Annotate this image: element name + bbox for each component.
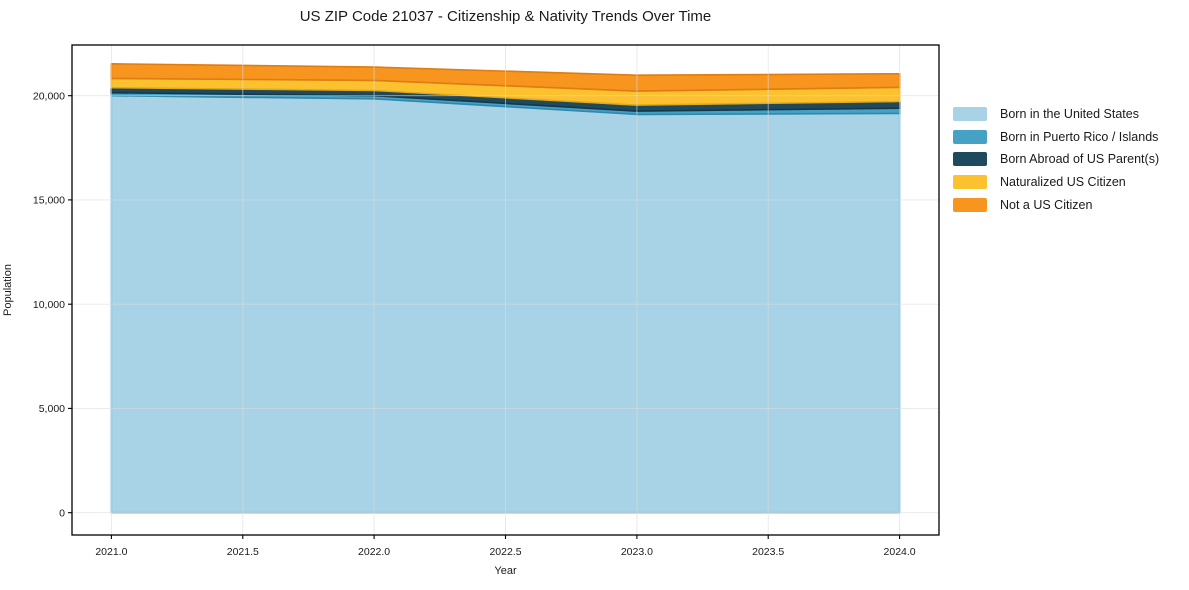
x-axis-label: Year [494,565,517,577]
legend-swatch [953,107,987,121]
legend-swatch [953,197,987,212]
y-axis-label: Population [2,264,14,316]
x-tick-label: 2023.0 [621,546,653,558]
y-tick-label: 20,000 [33,91,65,103]
legend-swatch [953,175,987,190]
legend-item: Born in Puerto Rico / Islands [953,129,1159,144]
x-tick-label: 2021.0 [95,546,127,558]
legend-item: Born Abroad of US Parent(s) [953,152,1160,167]
legend-item: Not a US Citizen [953,197,1159,212]
y-tick-label: 15,000 [33,195,65,207]
legend-swatch [953,152,987,167]
x-tick-label: 2022.0 [358,546,390,558]
legend-item: Naturalized US Citizen [953,175,1159,190]
legend-item: Born in the United States [953,107,1159,121]
y-tick-label: 10,000 [33,299,65,311]
legend-label: Not a US Citizen [1000,197,1093,212]
x-tick-label: 2023.5 [752,546,784,558]
legend: Born in the United States Born in Puerto … [953,107,1159,220]
legend-label: Born Abroad of US Parent(s) [1000,152,1160,167]
legend-label: Naturalized US Citizen [1000,175,1126,190]
x-tick-label: 2024.0 [884,546,916,558]
legend-swatch [953,129,987,144]
x-tick-label: 2021.5 [227,546,259,558]
y-tick-label: 0 [59,508,65,520]
y-tick-label: 5,000 [39,403,65,415]
legend-label: Born in the United States [1000,107,1139,121]
chart-title: US ZIP Code 21037 - Citizenship & Nativi… [299,8,712,25]
legend-label: Born in Puerto Rico / Islands [1000,129,1159,144]
x-tick-label: 2022.5 [489,546,521,558]
